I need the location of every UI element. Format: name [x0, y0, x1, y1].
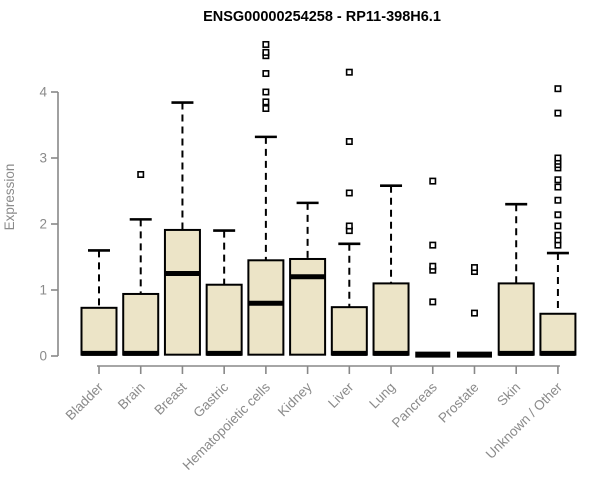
x-category-label: Pancreas: [389, 379, 440, 430]
outlier-point: [470, 309, 478, 317]
box: [80, 306, 118, 356]
outlier-point: [554, 222, 562, 230]
outlier-point: [554, 154, 562, 162]
outlier-point: [345, 68, 353, 76]
outlier-point: [554, 231, 562, 239]
x-category-label: Gastric: [190, 379, 231, 420]
x-category-label: Kidney: [275, 379, 315, 419]
outlier-point: [470, 264, 478, 272]
y-tick-label: 1: [39, 283, 47, 298]
box: [289, 257, 327, 356]
outlier-point: [345, 138, 353, 146]
outlier-point: [137, 171, 145, 179]
box: [122, 292, 160, 356]
outlier-point: [262, 40, 270, 48]
box: [372, 282, 410, 356]
outlier-point: [554, 85, 562, 93]
outlier-point: [262, 70, 270, 78]
outlier-point: [429, 298, 437, 306]
box: [330, 306, 368, 356]
outlier-point: [262, 105, 270, 113]
box: [163, 228, 201, 356]
x-category-label: Breast: [151, 379, 189, 417]
box: [497, 282, 535, 356]
y-tick-label: 0: [39, 349, 47, 364]
x-category-label: Brain: [115, 380, 148, 413]
chart-title: ENSG00000254258 - RP11-398H6.1: [203, 9, 441, 25]
outlier-point: [262, 98, 270, 106]
y-axis-label: Expression: [2, 164, 17, 231]
box: [247, 259, 285, 356]
y-tick-label: 4: [39, 85, 47, 100]
outlier-point: [345, 222, 353, 230]
x-category-label: Unknown / Other: [483, 379, 566, 462]
y-tick-label: 2: [39, 217, 47, 232]
outlier-point: [345, 189, 353, 197]
x-category-label: Liver: [325, 379, 357, 411]
x-category-label: Lung: [366, 380, 398, 412]
outlier-point: [262, 48, 270, 56]
outlier-point: [429, 177, 437, 185]
outlier-point: [554, 176, 562, 184]
x-category-label: Bladder: [63, 379, 107, 423]
x-category-label: Skin: [494, 380, 523, 409]
outlier-point: [554, 183, 562, 191]
outlier-point: [429, 262, 437, 270]
outlier-point: [429, 241, 437, 249]
outlier-point: [262, 88, 270, 96]
box: [539, 312, 577, 356]
x-category-label: Prostate: [435, 380, 481, 426]
outlier-point: [554, 109, 562, 117]
outlier-point: [554, 196, 562, 204]
y-tick-label: 3: [39, 151, 47, 166]
box: [205, 283, 243, 356]
outlier-point: [554, 211, 562, 219]
